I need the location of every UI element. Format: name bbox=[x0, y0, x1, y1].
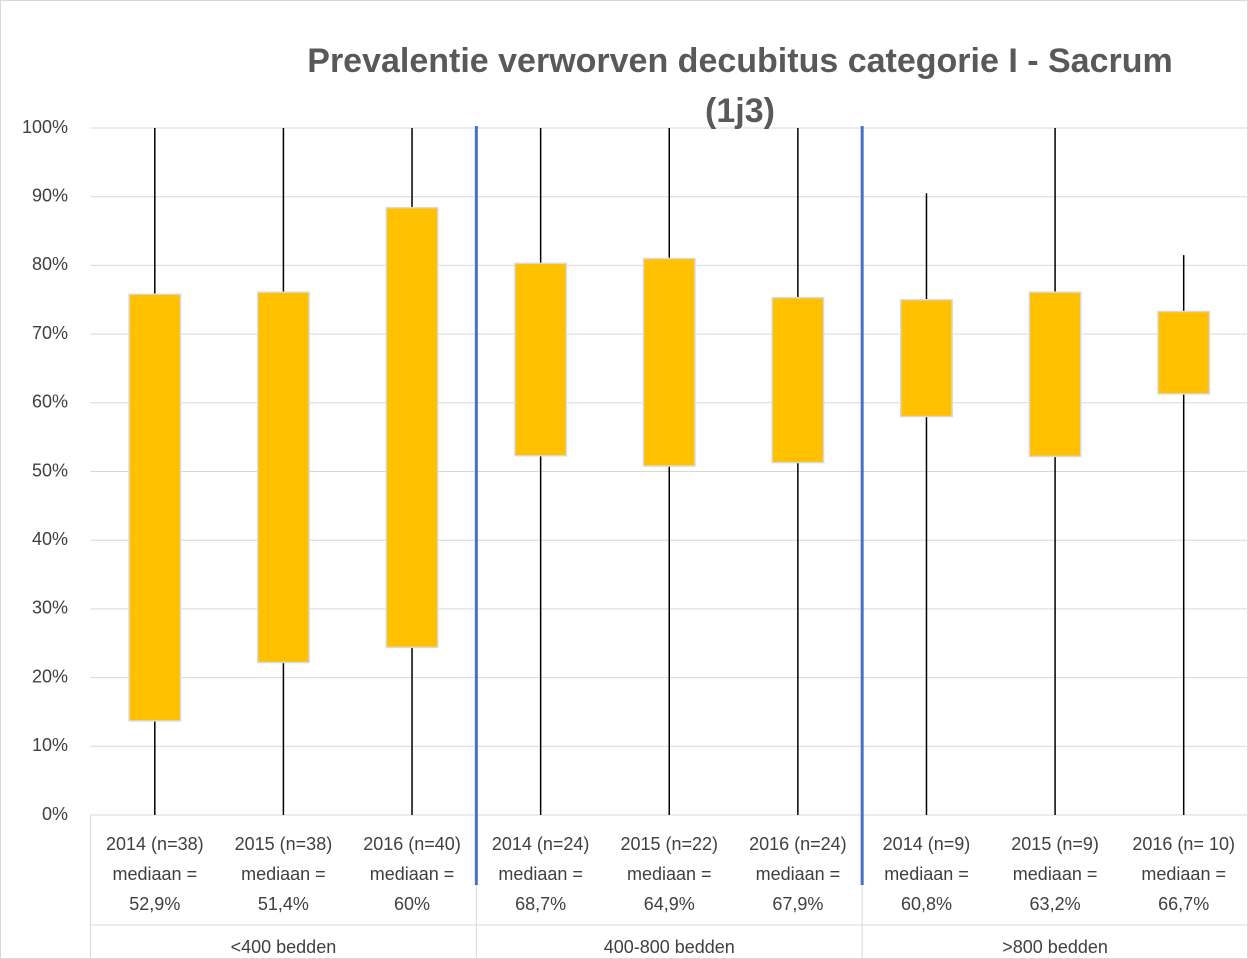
median-label: 67,9% bbox=[772, 894, 823, 914]
y-tick-label: 10% bbox=[32, 735, 68, 755]
median-label: 66,7% bbox=[1158, 894, 1209, 914]
median-prefix: mediaan = bbox=[241, 864, 326, 884]
y-tick-label: 40% bbox=[32, 529, 68, 549]
median-prefix: mediaan = bbox=[370, 864, 455, 884]
x-tick-label: 2015 (n=22) bbox=[620, 834, 718, 854]
x-tick-label: 2016 (n=24) bbox=[749, 834, 847, 854]
box bbox=[1028, 291, 1082, 458]
median-prefix: mediaan = bbox=[498, 864, 583, 884]
box bbox=[514, 262, 568, 457]
group-label: 400-800 bedden bbox=[604, 937, 735, 957]
y-tick-label: 90% bbox=[32, 185, 68, 205]
median-label: 52,9% bbox=[129, 894, 180, 914]
median-label: 51,4% bbox=[258, 894, 309, 914]
x-tick-label: 2014 (n=24) bbox=[492, 834, 590, 854]
x-tick-label: 2016 (n= 10) bbox=[1132, 834, 1235, 854]
y-tick-label: 50% bbox=[32, 460, 68, 480]
group-label: >800 bedden bbox=[1002, 937, 1108, 957]
x-tick-label: 2015 (n=9) bbox=[1011, 834, 1099, 854]
y-tick-label: 100% bbox=[22, 117, 68, 137]
median-prefix: mediaan = bbox=[627, 864, 712, 884]
median-prefix: mediaan = bbox=[1141, 864, 1226, 884]
median-label: 68,7% bbox=[515, 894, 566, 914]
x-tick-label: 2014 (n=38) bbox=[106, 834, 204, 854]
median-label: 60,8% bbox=[901, 894, 952, 914]
median-prefix: mediaan = bbox=[756, 864, 841, 884]
group-label: <400 bedden bbox=[231, 937, 337, 957]
chart-title: Prevalentie verworven decubitus categori… bbox=[307, 42, 1173, 130]
box bbox=[128, 293, 182, 722]
box bbox=[900, 299, 953, 418]
box bbox=[1157, 310, 1211, 395]
y-tick-label: 70% bbox=[32, 323, 68, 343]
box bbox=[256, 291, 310, 664]
y-tick-label: 80% bbox=[32, 254, 68, 274]
median-prefix: mediaan = bbox=[113, 864, 198, 884]
median-label: 60% bbox=[394, 894, 430, 914]
median-label: 64,9% bbox=[644, 894, 695, 914]
y-tick-label: 30% bbox=[32, 598, 68, 618]
box bbox=[642, 257, 696, 467]
x-tick-label: 2014 (n=9) bbox=[883, 834, 971, 854]
median-prefix: mediaan = bbox=[884, 864, 969, 884]
y-tick-label: 60% bbox=[32, 392, 68, 412]
median-label: 63,2% bbox=[1030, 894, 1081, 914]
box bbox=[771, 296, 825, 464]
median-prefix: mediaan = bbox=[1013, 864, 1098, 884]
x-tick-label: 2015 (n=38) bbox=[235, 834, 333, 854]
box bbox=[385, 206, 439, 649]
x-tick-label: 2016 (n=40) bbox=[363, 834, 461, 854]
y-tick-label: 20% bbox=[32, 666, 68, 686]
y-tick-label: 0% bbox=[42, 804, 68, 824]
